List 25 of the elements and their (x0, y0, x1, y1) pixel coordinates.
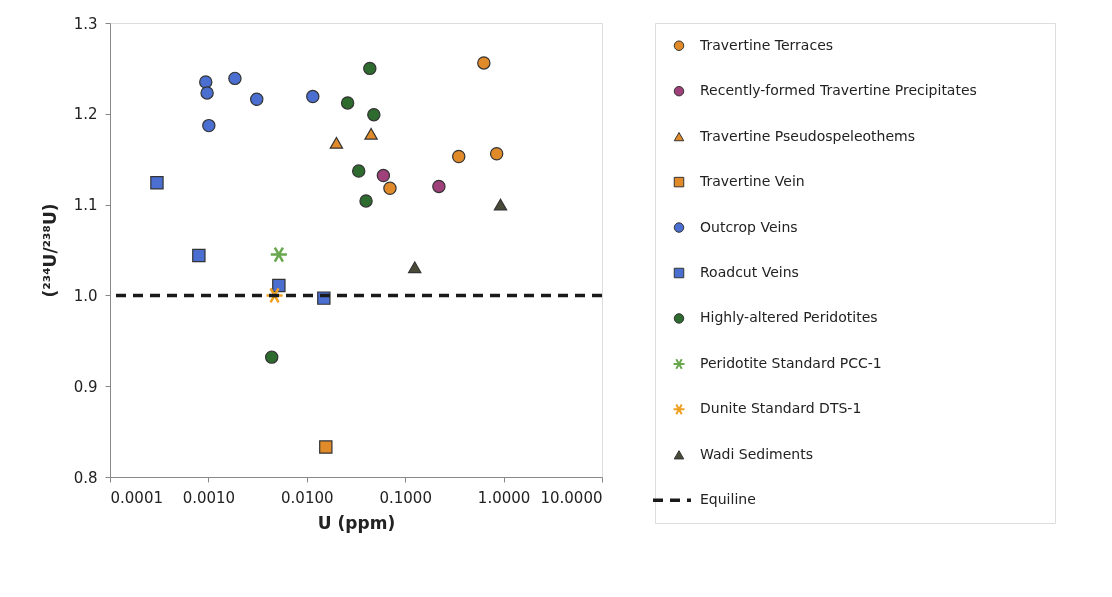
legend-label: Travertine Terraces (699, 36, 834, 53)
legend-label: Travertine Vein (699, 173, 805, 190)
legend-label: Peridotite Standard PCC-1 (700, 354, 882, 371)
x-tick-label: 0.0001 (110, 488, 163, 507)
y-tick-label: 1.0 (73, 286, 98, 305)
legend-label: Dunite Standard DTS-1 (700, 400, 862, 417)
x-tick-label: 0.0010 (182, 488, 236, 507)
y-tick-label: 1.1 (73, 196, 98, 215)
legend-label: Outcrop Veins (700, 218, 798, 235)
x-tick-label: 0.1000 (379, 488, 432, 507)
legend-label: Roadcut Veins (700, 264, 799, 280)
y-tick-label: 0.9 (73, 377, 98, 396)
y-tick-label: 1.2 (73, 105, 98, 124)
y-tick-label: 1.3 (73, 14, 98, 33)
legend-label: Wadi Sediments (700, 445, 813, 462)
x-tick-label: 1.0000 (477, 488, 531, 507)
legend-label: Travertine Pseudospeleothems (699, 127, 915, 144)
x-axis-title: U (ppm) (317, 512, 396, 533)
x-tick-label: 10.0000 (540, 488, 603, 507)
legend-label: Recently-formed Travertine Precipitates (700, 82, 977, 99)
legend-label: Highly-altered Peridotites (700, 309, 878, 326)
y-axis-title: (²³⁴U/²³⁸U) (39, 203, 60, 298)
legend-label: Equiline (700, 491, 756, 508)
x-tick-label: 0.0100 (281, 488, 334, 507)
y-tick-label: 0.8 (73, 468, 98, 487)
